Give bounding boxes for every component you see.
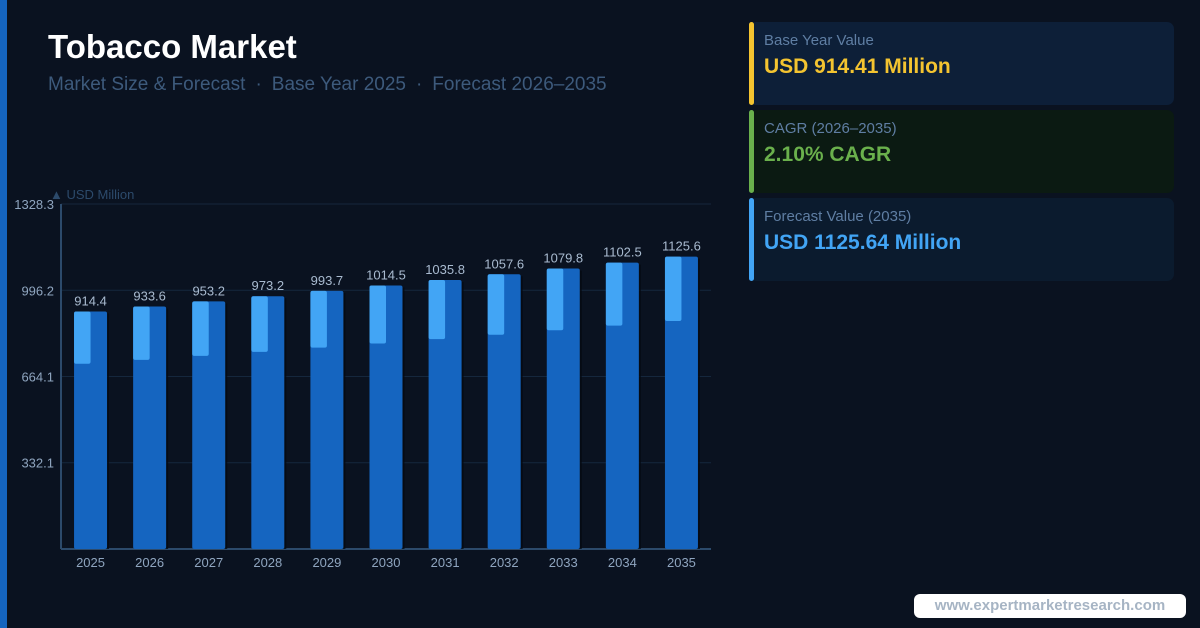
subtitle-base-year: Base Year 2025 — [271, 74, 406, 95]
y-tick-label: 1328.3 — [14, 197, 54, 212]
x-tick-label: 2027 — [194, 555, 223, 570]
bar — [310, 290, 344, 549]
y-axis-label: ▲ USD Million — [50, 187, 134, 202]
y-tick-label: 332.1 — [21, 456, 54, 471]
x-tick-label: 2025 — [76, 555, 105, 570]
bar-value-label: 953.2 — [192, 283, 225, 298]
bar-highlight — [369, 285, 386, 344]
bar-highlight — [664, 256, 682, 321]
bar-value-label: 1057.6 — [484, 256, 524, 271]
bar-value-label: 914.4 — [74, 294, 107, 309]
bar-highlight — [310, 290, 327, 348]
y-tick-label: 996.2 — [21, 283, 54, 298]
bar — [487, 274, 521, 549]
x-tick-label: 2034 — [608, 555, 637, 570]
bar — [546, 268, 580, 549]
forecast-value-value: USD 1125.64 Million — [764, 231, 962, 254]
x-tick-label: 2026 — [135, 555, 164, 570]
bar-chart: ▲ USD Million 1328.3 996.2 664.1 332.1 914.4 2… — [0, 180, 720, 580]
x-tick-label: 2033 — [549, 555, 578, 570]
page-subtitle: Market Size & Forecast · Base Year 2025 · Fo… — [48, 74, 607, 96]
bar-highlight — [74, 311, 91, 364]
cagr-value: 2.10% CAGR — [764, 143, 892, 166]
x-tick-label: 2031 — [431, 555, 460, 570]
bar — [192, 301, 226, 549]
subtitle-forecast-range: Forecast 2026–2035 — [432, 74, 607, 95]
bar — [74, 311, 108, 549]
bar-value-label: 933.6 — [133, 289, 166, 304]
bar — [428, 279, 462, 549]
bar-value-label: 1035.8 — [425, 262, 465, 277]
x-tick-label: 2029 — [312, 555, 341, 570]
y-tick-label: 664.1 — [21, 370, 54, 385]
bar-value-label: 973.2 — [252, 278, 285, 293]
bar-value-label: 993.7 — [311, 273, 344, 288]
forecast-value-card: Forecast Value (2035) USD 1125.64 Millio… — [749, 198, 1174, 281]
cagr-card: CAGR (2026–2035) 2.10% CAGR — [749, 110, 1174, 193]
base-year-card: Base Year Value USD 914.41 Million — [749, 22, 1174, 105]
bar-highlight — [546, 268, 564, 331]
bar-value-label: 1125.6 — [662, 239, 701, 254]
bar-value-label: 1102.5 — [603, 245, 642, 260]
bar-value-label: 1014.5 — [366, 268, 406, 283]
bar — [133, 306, 167, 549]
cagr-label: CAGR (2026–2035) — [764, 120, 897, 137]
bar-highlight — [251, 296, 268, 352]
bar-highlight — [487, 274, 505, 335]
subtitle-separator: · — [255, 74, 262, 95]
x-tick-label: 2030 — [372, 555, 401, 570]
bar-highlight — [605, 262, 623, 326]
page-title: Tobacco Market — [48, 28, 297, 65]
bar-value-label: 1079.8 — [543, 251, 583, 266]
bar — [369, 285, 403, 549]
bar-highlight — [428, 279, 446, 340]
bar — [251, 296, 285, 549]
subtitle-market-size: Market Size & Forecast — [48, 74, 246, 95]
forecast-value-label: Forecast Value (2035) — [764, 208, 912, 225]
watermark-url[interactable]: www.expertmarketresearch.com — [914, 594, 1186, 618]
subtitle-separator: · — [415, 74, 423, 95]
left-accent-bar — [0, 0, 7, 628]
x-tick-label: 2032 — [490, 555, 519, 570]
bar — [605, 262, 639, 549]
bar-highlight — [192, 301, 209, 356]
bar — [664, 256, 698, 549]
x-tick-label: 2035 — [667, 555, 696, 570]
base-year-label: Base Year Value — [764, 32, 874, 49]
base-year-value: USD 914.41 Million — [764, 55, 951, 78]
x-tick-label: 2028 — [253, 555, 282, 570]
bar-highlight — [133, 306, 150, 360]
